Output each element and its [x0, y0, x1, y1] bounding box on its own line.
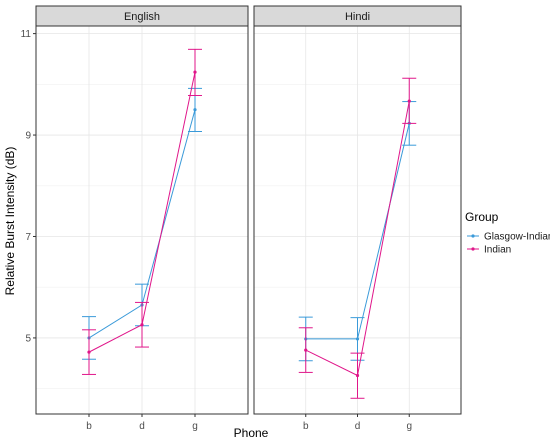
x-axis-title: Phone [234, 426, 269, 440]
data-point [87, 350, 91, 354]
data-point [355, 373, 360, 378]
y-tick-label: 5 [25, 333, 31, 344]
y-axis: 5 7 9 11 [21, 29, 36, 344]
panel-english: English b d g [35, 5, 249, 432]
legend-title: Group [465, 210, 499, 224]
x-tick-label: g [406, 421, 412, 432]
x-tick-label: d [139, 421, 145, 432]
y-tick-label: 11 [21, 29, 32, 40]
panel-hindi: Hindi b d g [253, 5, 462, 432]
y-tick-label: 7 [25, 232, 31, 243]
facet-title: English [124, 11, 160, 23]
legend-label: Glasgow-Indian [484, 232, 550, 243]
legend: Group Glasgow-Indian Indian [465, 210, 550, 256]
data-point [304, 348, 308, 352]
data-point [407, 99, 411, 103]
data-point [140, 323, 144, 327]
legend-key-point [471, 234, 475, 238]
legend-key-point [471, 247, 475, 251]
y-tick-label: 9 [25, 131, 31, 142]
x-tick-label: g [192, 421, 198, 432]
x-tick-label: d [355, 421, 361, 432]
x-tick-label: b [86, 421, 92, 432]
data-point [193, 108, 197, 112]
legend-label: Indian [484, 245, 511, 256]
data-point [355, 337, 360, 341]
chart-panels: English b d g Hindi b d g [35, 5, 462, 432]
data-point [193, 70, 197, 74]
y-axis-title: Relative Burst Intensity (dB) [3, 147, 17, 296]
facet-title: Hindi [345, 11, 370, 23]
x-tick-label: b [303, 421, 309, 432]
